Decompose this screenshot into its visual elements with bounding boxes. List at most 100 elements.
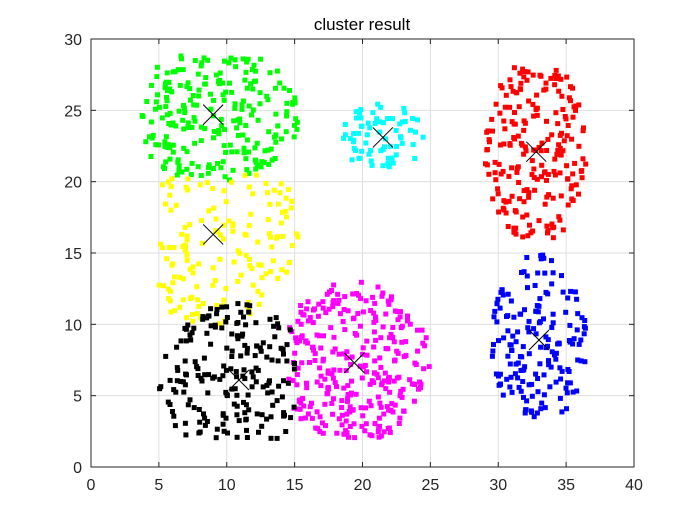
y-tick-label: 0 — [73, 460, 82, 477]
cluster-4-point — [569, 183, 575, 189]
cluster-2-point — [246, 306, 252, 312]
cluster-6-point — [301, 312, 307, 318]
cluster-6-point — [390, 334, 396, 340]
cluster-1-point — [222, 127, 227, 133]
cluster-7-point — [197, 419, 203, 425]
cluster-7-point — [238, 309, 244, 315]
cluster-2-point — [223, 199, 229, 205]
cluster-6-point — [364, 352, 370, 358]
cluster-1-point — [164, 98, 170, 104]
cluster-1-point — [167, 110, 173, 116]
cluster-5-point — [531, 326, 537, 332]
cluster-1-point — [163, 134, 169, 140]
cluster-2-point — [265, 217, 271, 223]
cluster-5-point — [524, 398, 530, 404]
cluster-5-point — [549, 281, 555, 287]
cluster-4-point — [503, 210, 509, 216]
cluster-1-point — [240, 132, 246, 138]
cluster-4-point — [506, 198, 512, 204]
cluster-1-point — [149, 135, 155, 141]
cluster-6-point — [345, 398, 350, 404]
cluster-6-point — [341, 431, 347, 437]
cluster-2-point — [268, 269, 274, 275]
cluster-7-point — [259, 412, 265, 418]
cluster-7-point — [178, 338, 184, 344]
cluster-2-point — [199, 240, 205, 246]
cluster-4-point — [502, 104, 508, 110]
cluster-6-point — [320, 430, 326, 436]
cluster-6-point — [360, 309, 366, 315]
cluster-4-point — [496, 209, 502, 215]
cluster-5-point — [524, 273, 530, 279]
cluster-6-point — [298, 416, 304, 422]
cluster-2-point — [158, 241, 163, 247]
cluster-6-point — [403, 339, 409, 345]
cluster-5-point — [509, 389, 515, 395]
cluster-4-point — [508, 84, 514, 90]
cluster-1-point — [241, 150, 247, 156]
cluster-4-point — [568, 84, 573, 90]
cluster-5-point — [566, 338, 572, 343]
cluster-4-point — [497, 142, 503, 148]
cluster-1-point — [175, 67, 181, 73]
cluster-7-point — [253, 320, 259, 326]
cluster-4-point — [568, 98, 573, 104]
cluster-7-point — [191, 325, 197, 331]
cluster-7-point — [206, 372, 212, 378]
cluster-4-point — [496, 161, 502, 167]
cluster-6-point — [305, 340, 310, 346]
cluster-1-point — [290, 101, 296, 107]
cluster-1-point — [187, 97, 193, 103]
cluster-1-point — [219, 123, 225, 129]
cluster-4-point — [556, 88, 562, 94]
cluster-1-point — [179, 56, 184, 62]
cluster-5-point — [581, 331, 587, 337]
cluster-6-point — [325, 391, 331, 397]
cluster-1-point — [232, 105, 238, 111]
cluster-6-point — [420, 340, 426, 346]
cluster-1-point — [184, 166, 190, 172]
cluster-6-point — [383, 346, 389, 351]
cluster-5-point — [526, 318, 532, 324]
cluster-1-point — [181, 145, 187, 151]
cluster-1-point — [250, 86, 256, 92]
cluster-6-point — [351, 421, 357, 427]
cluster-1-point — [272, 156, 278, 161]
cluster-6-point — [329, 288, 334, 293]
cluster-1-point — [244, 85, 250, 91]
cluster-6-point — [309, 415, 315, 421]
cluster-6-point — [320, 299, 326, 305]
cluster-3-point — [401, 106, 407, 111]
cluster-4-point — [550, 235, 556, 241]
cluster-2-point — [214, 303, 220, 308]
cluster-7-point — [264, 416, 270, 422]
cluster-3-point — [358, 115, 364, 121]
cluster-7-point — [220, 412, 226, 418]
cluster-3-point — [380, 163, 386, 169]
cluster-4-point — [493, 101, 499, 107]
cluster-4-point — [544, 148, 550, 153]
cluster-1-point — [213, 72, 219, 78]
cluster-3-point — [402, 119, 408, 124]
cluster-2-point — [197, 182, 203, 188]
cluster-3-point — [349, 157, 355, 163]
cluster-1-point — [257, 90, 263, 96]
cluster-7-point — [276, 325, 282, 331]
cluster-7-point — [267, 344, 273, 350]
cluster-5-point — [499, 287, 505, 293]
cluster-7-point — [185, 322, 191, 328]
cluster-7-point — [217, 376, 223, 382]
cluster-7-point — [183, 326, 189, 332]
cluster-1-point — [192, 118, 198, 124]
cluster-6-point — [354, 291, 359, 296]
cluster-7-point — [213, 435, 219, 441]
cluster-2-point — [156, 282, 162, 288]
cluster-1-point — [154, 74, 160, 80]
cluster-5-point — [533, 308, 539, 314]
cluster-5-point — [509, 347, 515, 353]
cluster-1-point — [251, 62, 257, 68]
cluster-1-point — [294, 126, 300, 132]
cluster-6-point — [334, 384, 339, 390]
cluster-6-point — [370, 294, 376, 300]
cluster-5-point — [559, 368, 565, 374]
